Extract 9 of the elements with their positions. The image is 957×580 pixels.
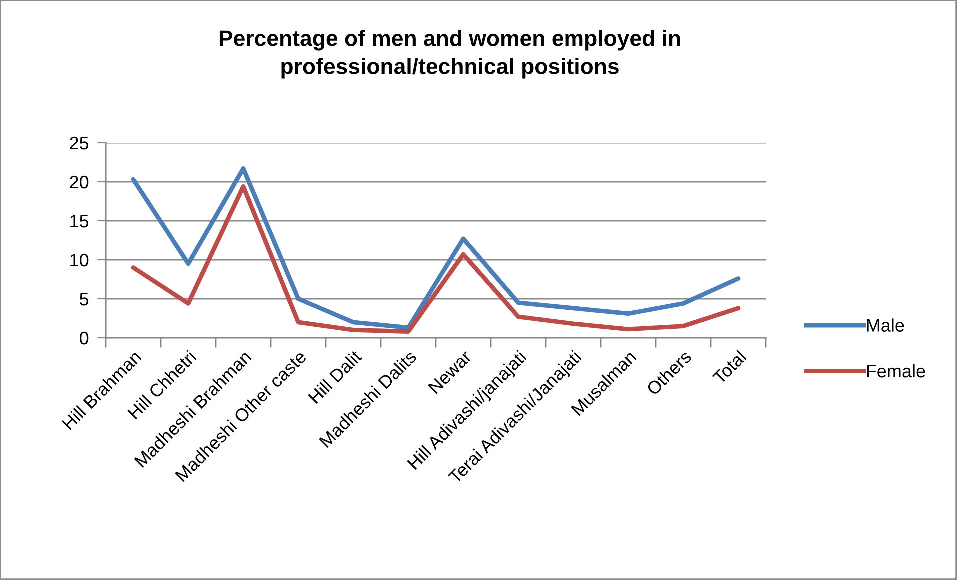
chart-title: Percentage of men and women employed in professional/technical positions (220, 30, 680, 79)
y-tick-label: 15 (70, 215, 89, 228)
y-tick-label: 10 (70, 254, 89, 267)
y-tick-label: 20 (70, 176, 89, 189)
y-tick-label: 25 (70, 136, 89, 150)
legend-label: Male (867, 318, 904, 332)
y-tick-label: 0 (80, 332, 89, 345)
legend-label: Female (867, 364, 926, 378)
y-tick-label: 5 (80, 293, 89, 306)
